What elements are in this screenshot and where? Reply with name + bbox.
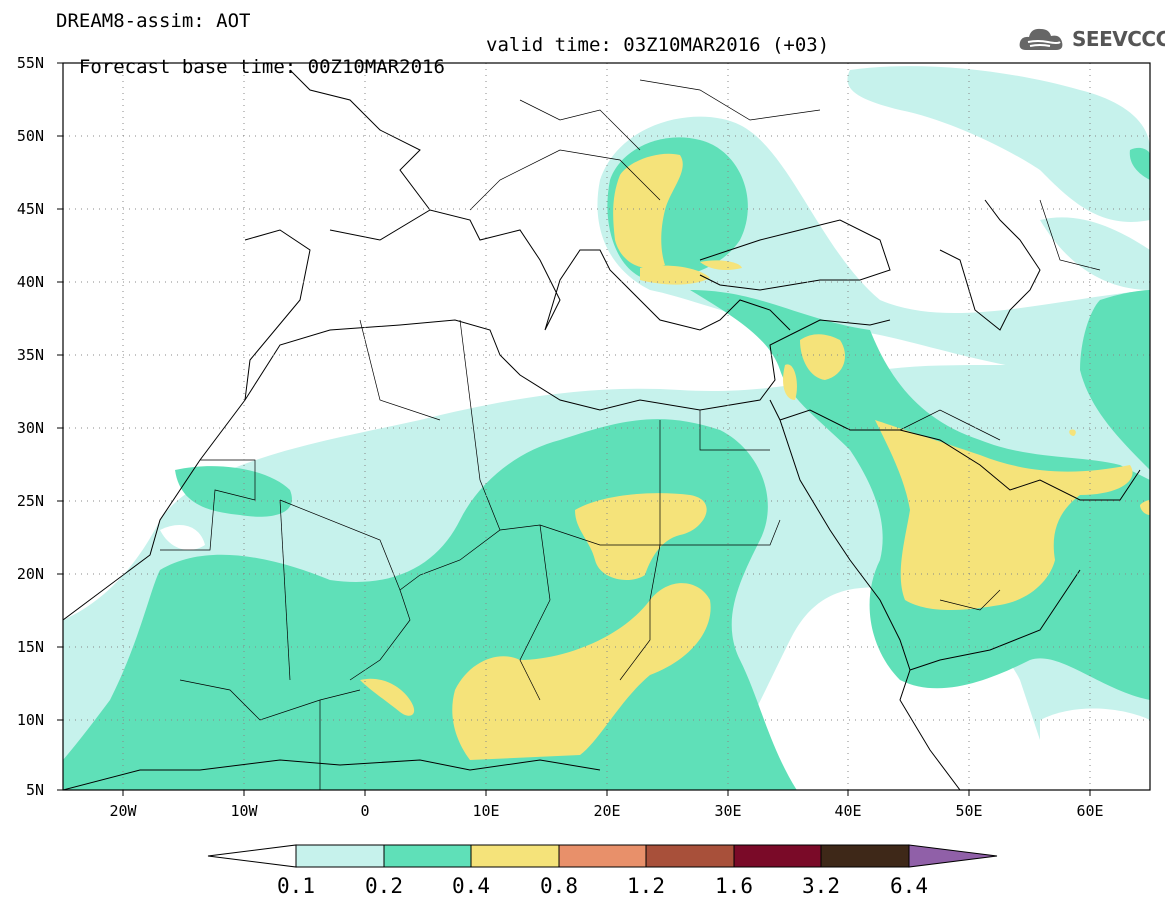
forecast-times: Forecast base time: 00Z10MAR2016 valid t… bbox=[56, 34, 829, 100]
aot-fields bbox=[63, 66, 1150, 790]
coastlines bbox=[63, 69, 1141, 790]
country-borders bbox=[160, 79, 1101, 790]
lon-label: 20W bbox=[109, 802, 137, 820]
lon-label: 10W bbox=[230, 802, 258, 820]
colorbar-over-arrow bbox=[908, 844, 998, 868]
colorbar-label: 3.2 bbox=[802, 874, 840, 898]
lon-label: 40E bbox=[834, 802, 862, 820]
colorbar-label: 6.4 bbox=[890, 874, 928, 898]
colorbar-label: 1.2 bbox=[627, 874, 665, 898]
lat-label: 35N bbox=[16, 346, 44, 364]
colorbar-bin bbox=[645, 844, 735, 868]
aot-0.4-0.8-region bbox=[360, 153, 1150, 760]
colorbar-label: 0.2 bbox=[365, 874, 403, 898]
colorbar-bin bbox=[383, 844, 472, 868]
lat-label: 45N bbox=[16, 200, 44, 218]
colorbar-label: 1.6 bbox=[715, 874, 753, 898]
colorbar-label: 0.1 bbox=[277, 874, 315, 898]
colorbar-bin bbox=[295, 844, 385, 868]
lat-label: 55N bbox=[16, 54, 44, 72]
seevccc-logo: SEEVCCC bbox=[1018, 24, 1165, 54]
cloud-icon bbox=[1019, 28, 1063, 50]
colorbar-label: 0.8 bbox=[540, 874, 578, 898]
colorbar bbox=[207, 844, 998, 868]
base-time: Forecast base time: 00Z10MAR2016 bbox=[78, 56, 445, 78]
lat-label: 5N bbox=[25, 781, 44, 799]
colorbar-bin bbox=[558, 844, 647, 868]
lon-label: 50E bbox=[955, 802, 983, 820]
lat-label: 40N bbox=[16, 273, 44, 291]
colorbar-label: 0.4 bbox=[452, 874, 490, 898]
lat-label: 20N bbox=[16, 565, 44, 583]
valid-time: valid time: 03Z10MAR2016 (+03) bbox=[486, 34, 830, 56]
map-title: DREAM8-assim: AOT bbox=[56, 10, 251, 32]
lat-label: 15N bbox=[16, 638, 44, 656]
lat-label: 25N bbox=[16, 492, 44, 510]
lon-label: 30E bbox=[714, 802, 742, 820]
lat-label: 10N bbox=[16, 711, 44, 729]
lat-label: 50N bbox=[16, 127, 44, 145]
lon-label: 0 bbox=[360, 802, 370, 820]
lat-label: 30N bbox=[16, 419, 44, 437]
lon-label: 10E bbox=[472, 802, 500, 820]
colorbar-bin bbox=[470, 844, 560, 868]
lon-label: 60E bbox=[1076, 802, 1104, 820]
lon-label: 20E bbox=[593, 802, 621, 820]
colorbar-under-arrow bbox=[207, 844, 297, 868]
colorbar-bin bbox=[820, 844, 910, 868]
axis-ticks bbox=[57, 62, 1091, 796]
colorbar-bin bbox=[733, 844, 822, 868]
logo-text: SEEVCCC bbox=[1072, 27, 1165, 51]
